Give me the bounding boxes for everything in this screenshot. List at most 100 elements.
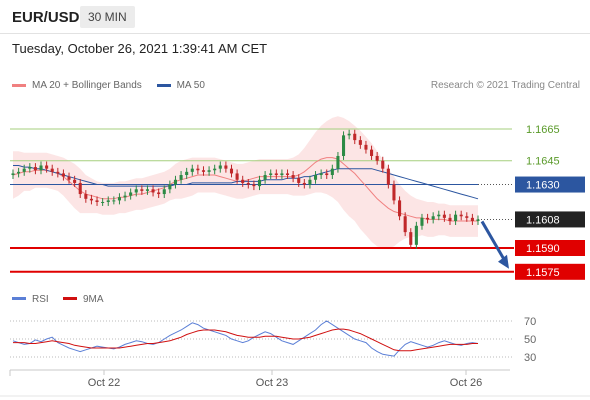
candle bbox=[241, 175, 245, 187]
level-label-1-1630: 1.1630 bbox=[526, 180, 560, 192]
candle-body bbox=[22, 168, 26, 172]
candle bbox=[229, 164, 234, 178]
candle bbox=[213, 164, 217, 175]
candle bbox=[33, 163, 37, 175]
candle bbox=[252, 180, 256, 191]
rsi-legend-label: RSI bbox=[32, 294, 49, 305]
candle bbox=[17, 167, 21, 178]
candle bbox=[336, 152, 340, 173]
candle bbox=[342, 131, 346, 160]
candle-body bbox=[50, 168, 54, 172]
research-credit: Research © 2021 Trading Central bbox=[430, 80, 580, 91]
candle-body bbox=[162, 189, 166, 195]
candle bbox=[381, 156, 385, 173]
candle-body bbox=[73, 179, 77, 183]
candle bbox=[426, 213, 430, 224]
x-axis-tick-label: Oct 23 bbox=[256, 377, 288, 389]
candle-body bbox=[224, 165, 228, 169]
candle-body bbox=[319, 173, 323, 176]
candle bbox=[448, 213, 452, 225]
candle-body bbox=[302, 182, 306, 185]
candle-body bbox=[218, 165, 222, 169]
candle-body bbox=[426, 217, 430, 220]
level-box-1-1608 bbox=[515, 211, 585, 228]
candle bbox=[269, 169, 273, 179]
candle bbox=[157, 188, 161, 199]
candle-body bbox=[375, 155, 379, 161]
candle bbox=[67, 172, 71, 184]
timeframe-badge[interactable]: 30 MIN bbox=[80, 6, 135, 28]
candle-body bbox=[11, 173, 15, 176]
candle-body bbox=[246, 182, 250, 185]
candle-body bbox=[117, 197, 121, 201]
rsi-ma-legend-label: 9MA bbox=[83, 294, 104, 305]
candle bbox=[274, 169, 278, 179]
rsi-tick-label: 70 bbox=[524, 316, 536, 328]
candle-body bbox=[129, 192, 133, 196]
candle-body bbox=[39, 165, 43, 171]
candle bbox=[431, 212, 435, 224]
candle-body bbox=[364, 144, 368, 150]
candle bbox=[319, 169, 323, 179]
candle bbox=[398, 196, 402, 221]
candle bbox=[454, 210, 458, 225]
candle bbox=[246, 178, 250, 189]
candle-body bbox=[342, 135, 346, 156]
candle bbox=[112, 196, 116, 205]
candle bbox=[224, 161, 228, 173]
rsi-ma-swatch bbox=[63, 297, 77, 300]
level-box-1-1590 bbox=[515, 240, 585, 256]
candle-body bbox=[297, 178, 301, 183]
rsi-panel: 70 50 30 bbox=[10, 316, 536, 364]
candle-body bbox=[145, 189, 149, 191]
candle-body bbox=[403, 216, 407, 233]
level-labels-layer: 1.1665 1.1645 1.1630 1.1608 1.1590 1.1575 bbox=[515, 124, 585, 280]
candle-body bbox=[56, 171, 60, 174]
candle bbox=[392, 180, 396, 205]
candle-body bbox=[336, 155, 340, 169]
forecast-arrow-layer bbox=[480, 220, 509, 269]
level-label-1-1590: 1.1590 bbox=[526, 243, 560, 255]
candle bbox=[45, 161, 49, 173]
candle bbox=[196, 164, 200, 175]
candle bbox=[285, 169, 290, 179]
level-box-1-1630 bbox=[515, 176, 585, 193]
candle bbox=[78, 178, 82, 199]
candle bbox=[353, 129, 357, 145]
candle bbox=[201, 166, 206, 176]
candle bbox=[297, 174, 301, 187]
candle bbox=[330, 164, 334, 179]
candle bbox=[218, 161, 222, 173]
candle bbox=[420, 213, 424, 230]
candle bbox=[22, 164, 26, 176]
candle bbox=[414, 221, 418, 249]
x-axis-tick-label: Oct 26 bbox=[450, 377, 482, 389]
candle-body bbox=[235, 173, 239, 180]
candle-body bbox=[280, 173, 284, 176]
candle bbox=[437, 210, 441, 221]
candle-body bbox=[370, 149, 374, 156]
candle-body bbox=[448, 217, 452, 222]
candle-body bbox=[229, 168, 234, 174]
candle bbox=[476, 215, 480, 225]
candle-body bbox=[476, 219, 480, 222]
chart-header: EUR/USD 30 MIN bbox=[0, 0, 590, 34]
candle-body bbox=[269, 173, 273, 176]
candle bbox=[190, 164, 194, 176]
candle-body bbox=[263, 175, 267, 180]
candle-body bbox=[454, 214, 458, 222]
candle-body bbox=[470, 217, 474, 222]
candle-body bbox=[398, 200, 402, 217]
candle bbox=[134, 185, 138, 197]
candle-body bbox=[157, 192, 161, 195]
candle bbox=[140, 185, 144, 195]
candle-body bbox=[325, 173, 329, 176]
candle bbox=[313, 171, 318, 184]
candle-body bbox=[313, 175, 318, 180]
candle bbox=[308, 175, 312, 189]
candle-body bbox=[67, 176, 71, 180]
candle-body bbox=[173, 179, 178, 185]
candle-body bbox=[95, 200, 99, 202]
x-axis-tick-label: Oct 22 bbox=[88, 377, 120, 389]
